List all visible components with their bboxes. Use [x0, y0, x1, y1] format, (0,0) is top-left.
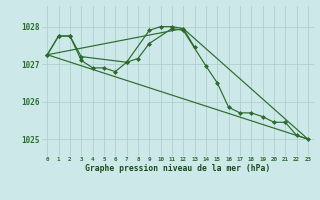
X-axis label: Graphe pression niveau de la mer (hPa): Graphe pression niveau de la mer (hPa) [85, 164, 270, 173]
